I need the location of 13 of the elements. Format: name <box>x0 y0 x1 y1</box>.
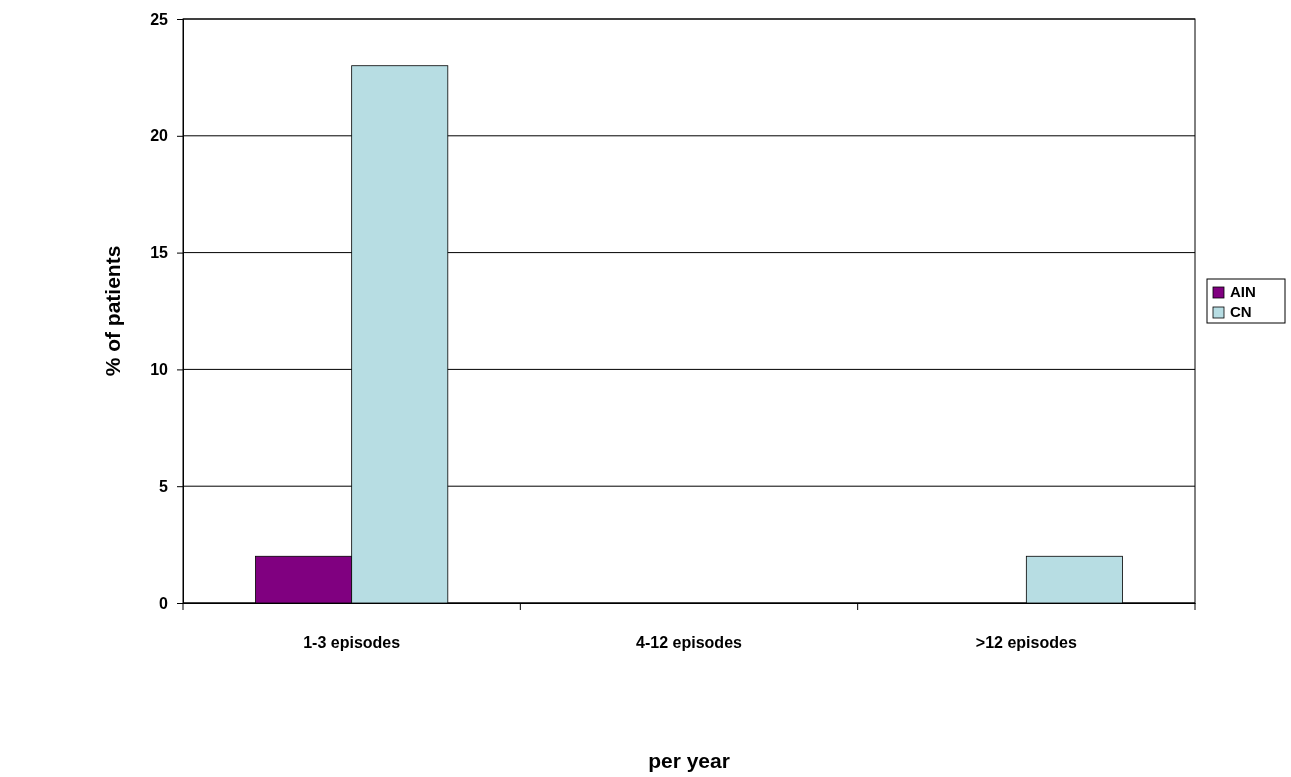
x-tick-label: 1-3 episodes <box>303 633 401 651</box>
legend-label: CN <box>1230 303 1252 320</box>
x-tick-label: 4-12 episodes <box>636 633 743 651</box>
y-tick-label: 20 <box>150 127 169 145</box>
legend-label: AIN <box>1230 283 1256 300</box>
x-axis-title: per year <box>648 749 730 772</box>
y-tick-label: 0 <box>159 594 169 612</box>
y-tick-label: 5 <box>159 477 169 495</box>
x-tick-label: >12 episodes <box>975 633 1077 651</box>
y-tick-label: 25 <box>150 10 169 28</box>
y-axis-title: % of patients <box>101 245 124 377</box>
y-tick-label: 10 <box>150 361 169 379</box>
y-tick-label: 15 <box>150 244 169 262</box>
